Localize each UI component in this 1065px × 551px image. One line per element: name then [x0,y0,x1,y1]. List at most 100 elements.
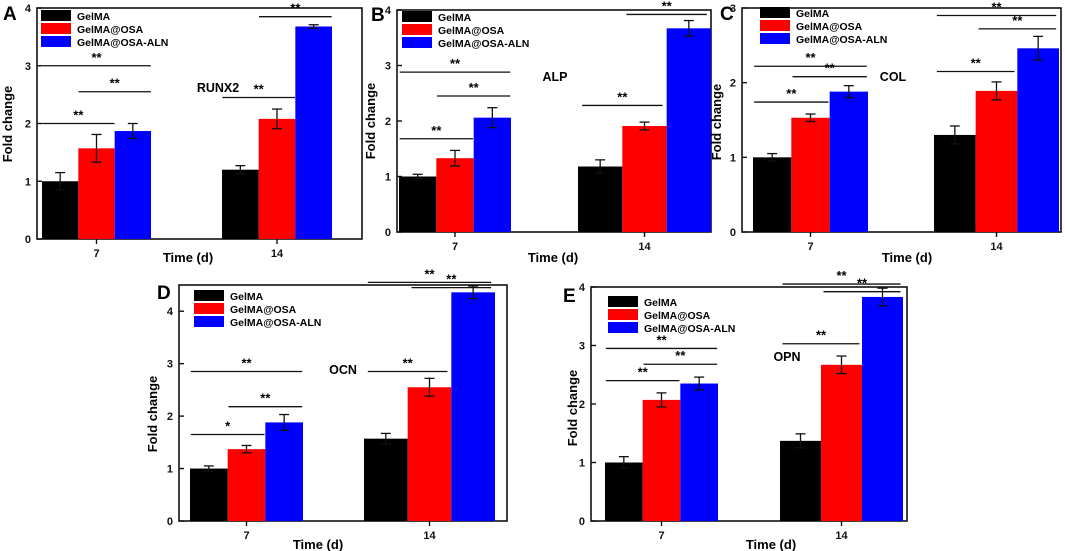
plot-frame [741,7,1062,233]
legend-label: GelMA [230,291,264,303]
bar-gelma-osa-day-7 [791,117,830,232]
legend-label: GelMA@OSA [77,24,144,36]
y-tick-label: 1 [25,176,31,188]
y-tick-label: 1 [579,458,585,470]
chart-panel-b: 0 1 2 3 4B Fold change Time (d) ALP 7 14 ** ** ** ** *… [363,0,712,265]
x-tick-label: 7 [658,530,664,542]
significance-label: ** [290,1,301,16]
significance-label: ** [450,56,461,71]
legend-label: GelMA@OSA-ALN [77,37,168,49]
legend-label: GelMA [438,12,472,24]
significance-label: * [225,418,231,433]
legend-label: GelMA@OSA-ALN [438,38,529,50]
significance-label: ** [786,86,797,101]
significance-label: ** [971,55,982,70]
marker-title: COL [880,70,907,84]
y-tick-label: 1 [167,464,173,476]
x-axis-label: Time (d) [746,537,796,551]
y-tick-label: 4 [579,282,586,294]
panel-label: A [3,4,17,25]
y-tick-label: 2 [25,119,31,131]
bar-gelma-osa-day-14 [821,364,862,521]
legend-swatch-gelma-osa [760,20,790,31]
bar-gelma-day-7 [605,462,643,521]
legend-label: GelMA@OSA [644,310,711,322]
y-tick-label: 3 [25,61,31,73]
y-tick-label: 3 [579,341,585,353]
x-tick-label: 7 [243,530,249,542]
y-axis-label: Fold change [145,376,160,453]
legend-swatch-gelma [402,11,432,22]
panel-label: D [157,283,171,304]
legend-swatch-gelma-osa [608,309,638,320]
significance-label: ** [110,76,121,91]
chart-panel-c: 0 1 2 3C Fold change Time (d) COL 7 14 ** ** ** ** **… [709,0,1062,265]
bar-gelma-osa-aln-day-14 [451,292,495,521]
x-tick-label: 14 [990,241,1003,253]
legend-label: GelMA [796,8,830,20]
x-tick-label: 14 [835,530,848,542]
bar-gelma-osa-aln-day-7 [114,131,151,239]
y-axis-label: Fold change [565,370,580,447]
legend-label: GelMA@OSA-ALN [644,323,735,335]
significance-label: ** [469,80,480,95]
legend-swatch-gelma-osa-aln [41,36,71,47]
y-tick-label: 1 [385,172,391,184]
y-tick-label: 0 [730,227,736,239]
significance-label: ** [638,365,649,380]
bar-gelma-day-14 [222,169,259,239]
bar-gelma-day-7 [190,468,228,521]
bar-gelma-osa-aln-day-7 [265,422,303,521]
plot-frame [178,284,508,522]
bar-gelma-osa-day-7 [78,148,115,239]
legend-swatch-gelma-osa-aln [760,33,790,44]
bar-gelma-day-7 [753,157,792,232]
y-tick-label: 3 [385,61,391,73]
legend-label: GelMA [77,11,111,23]
bar-gelma-day-7 [42,181,79,239]
legend-swatch-gelma-osa [194,303,224,314]
significance-label: ** [662,0,673,13]
significance-label: ** [825,61,836,76]
legend-label: GelMA@OSA [438,25,505,37]
legend-label: GelMA [644,297,678,309]
legend-swatch-gelma-osa-aln [194,316,224,327]
y-axis-label: Fold change [363,83,378,160]
y-tick-label: 4 [25,3,32,15]
x-tick-label: 14 [423,530,436,542]
x-axis-label: Time (d) [882,250,932,265]
chart-panel-a: 0 1 2 3 4A Fold change Time (d) RUNX2 7 14 ** ** ** *… [0,1,363,265]
significance-label: ** [1012,13,1023,28]
significance-label: ** [260,391,271,406]
marker-title: OPN [773,350,800,364]
panel-label: E [563,286,576,307]
significance-label: ** [836,268,847,283]
significance-label: ** [424,266,435,281]
y-tick-label: 2 [579,399,585,411]
bar-gelma-osa-day-14 [622,125,667,232]
x-tick-label: 14 [638,241,651,253]
legend-label: GelMA@OSA [796,21,863,33]
marker-title: OCN [329,363,357,377]
y-axis-label: Fold change [0,86,15,163]
significance-label: ** [816,328,827,343]
y-tick-label: 4 [385,5,392,17]
legend-label: GelMA@OSA-ALN [230,317,321,329]
bar-gelma-osa-aln-day-14 [1017,48,1059,232]
x-axis-label: Time (d) [163,250,213,265]
bar-gelma-day-14 [364,438,408,521]
x-axis-label: Time (d) [528,250,578,265]
significance-label: ** [857,276,868,291]
significance-label: ** [805,50,816,65]
bar-gelma-osa-day-7 [642,399,681,521]
legend-swatch-gelma-osa-aln [608,322,638,333]
significance-label: ** [403,356,414,371]
chart-panel-e: 0 1 2 3 4E Fold change Time (d) OPN 7 14 ** ** ** ** *… [563,268,908,551]
x-tick-label: 7 [93,248,99,260]
legend-swatch-gelma-osa [41,23,71,34]
y-tick-label: 2 [730,78,736,90]
legend-swatch-gelma [41,10,71,21]
bar-gelma-osa-aln-day-7 [829,91,868,232]
bar-gelma-osa-day-14 [975,90,1018,232]
